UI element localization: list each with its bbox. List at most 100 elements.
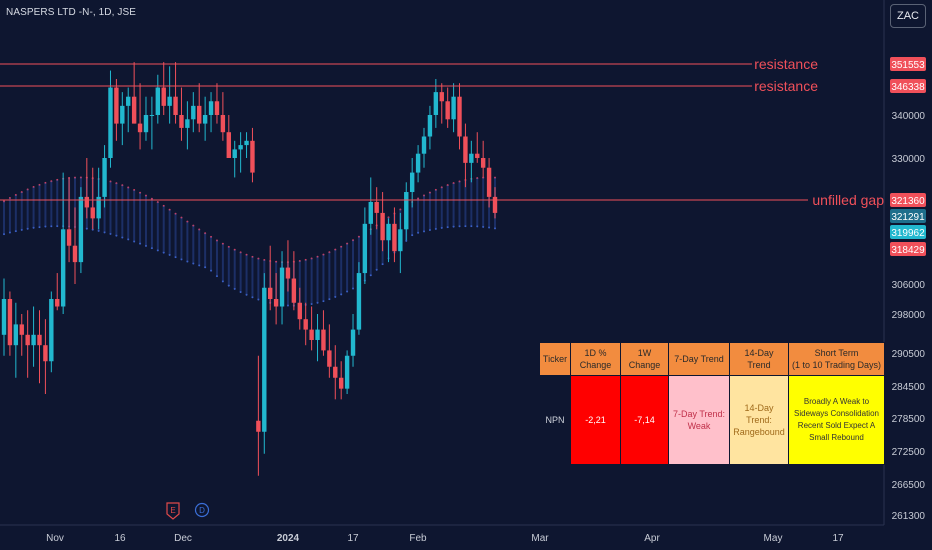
ribbon-dot-lower bbox=[133, 189, 136, 192]
cell-1d-change: -2,21 bbox=[570, 375, 621, 465]
ribbon-dot-upper bbox=[423, 230, 426, 233]
candle-body bbox=[273, 299, 279, 307]
header-7day-trend: 7-Day Trend bbox=[668, 342, 730, 376]
ribbon-dot-upper bbox=[85, 227, 88, 230]
candle-body bbox=[415, 153, 421, 173]
ribbon-dot-lower bbox=[192, 224, 195, 227]
level-label: unfilled gap bbox=[812, 192, 884, 208]
candle-body bbox=[492, 196, 498, 213]
ribbon-dot-upper bbox=[257, 298, 260, 301]
ribbon-dot-lower bbox=[144, 194, 147, 197]
candle-body bbox=[350, 329, 356, 356]
candle-body bbox=[149, 115, 155, 116]
candle-body bbox=[445, 101, 450, 120]
ribbon-dot-upper bbox=[494, 227, 496, 230]
ribbon-dot-upper bbox=[20, 228, 23, 231]
candle-body bbox=[31, 334, 36, 346]
ribbon-dot-upper bbox=[186, 260, 189, 263]
ribbon-dot-lower bbox=[298, 259, 301, 262]
ribbon-dot-lower bbox=[434, 188, 437, 191]
y-tick-label: 272500 bbox=[892, 447, 926, 458]
header-1w-change: 1W Change bbox=[620, 342, 669, 376]
candle-body bbox=[356, 273, 362, 330]
x-tick-label: 2024 bbox=[277, 533, 300, 544]
ribbon-dot-upper bbox=[133, 240, 136, 243]
ribbon-dot-upper bbox=[488, 226, 491, 229]
cell-7day-trend: 7-Day Trend: Weak bbox=[668, 375, 730, 465]
price-tag-label: 318429 bbox=[891, 245, 925, 256]
ribbon-dot-upper bbox=[452, 225, 455, 228]
candle-body bbox=[90, 207, 95, 219]
ribbon-dot-upper bbox=[369, 274, 372, 277]
y-tick-label: 298000 bbox=[892, 310, 926, 321]
candle-body bbox=[463, 136, 468, 163]
ribbon-dot-upper bbox=[346, 290, 349, 293]
ribbon-dot-upper bbox=[56, 225, 59, 228]
ribbon-dot-upper bbox=[316, 301, 319, 304]
ribbon-dot-upper bbox=[233, 287, 236, 290]
ribbon-dot-lower bbox=[227, 245, 230, 248]
ribbon-dot-lower bbox=[204, 232, 207, 235]
ribbon-dot-lower bbox=[310, 257, 313, 260]
ribbon-dot-lower bbox=[44, 181, 47, 184]
candle-body bbox=[285, 267, 291, 279]
ribbon-dot-lower bbox=[8, 197, 11, 200]
price-tag-label: 321291 bbox=[891, 212, 925, 223]
ribbon-dot-upper bbox=[245, 293, 248, 296]
ribbon-dot-upper bbox=[44, 225, 47, 228]
ribbon-dot-lower bbox=[239, 251, 242, 254]
cell-14day-trend: 14-Day Trend: Rangebound bbox=[729, 375, 789, 465]
candle-body bbox=[19, 324, 24, 335]
header-14day-trend: 14-Day Trend bbox=[729, 342, 789, 376]
ribbon-dot-lower bbox=[139, 191, 142, 194]
ribbon-dot-upper bbox=[109, 232, 112, 235]
ribbon-dot-upper bbox=[127, 238, 130, 241]
price-tag-label: 351553 bbox=[891, 60, 925, 71]
candle-body bbox=[126, 96, 131, 106]
ribbon-dot-lower bbox=[340, 245, 343, 248]
ribbon-dot-upper bbox=[144, 244, 147, 247]
ribbon-dot-lower bbox=[198, 228, 201, 231]
ribbon-dot-lower bbox=[56, 178, 59, 181]
price-tag-bg bbox=[890, 79, 926, 93]
candle-body bbox=[197, 105, 202, 124]
candle-body bbox=[49, 299, 54, 362]
y-tick-label: 330000 bbox=[892, 154, 926, 165]
ribbon-dot-lower bbox=[257, 257, 260, 260]
ribbon-dot-lower bbox=[150, 197, 153, 200]
candle-body bbox=[321, 329, 326, 351]
ribbon-dot-lower bbox=[109, 180, 112, 183]
ribbon-dot-lower bbox=[32, 186, 35, 189]
ribbon-dot-lower bbox=[334, 248, 337, 251]
trend-table: Ticker 1D % Change 1W Change 7-Day Trend… bbox=[539, 342, 885, 465]
level-label: resistance bbox=[754, 78, 818, 94]
header-1d-change: 1D % Change bbox=[570, 342, 621, 376]
earnings-marker-icon bbox=[166, 502, 180, 520]
candle-body bbox=[333, 366, 338, 378]
level-label: resistance bbox=[754, 56, 818, 72]
ribbon-dot-upper bbox=[162, 251, 165, 254]
ribbon-dot-lower bbox=[233, 248, 236, 251]
currency-button[interactable]: ZAC bbox=[890, 4, 926, 28]
ribbon-dot-upper bbox=[464, 225, 467, 228]
ribbon-dot-upper bbox=[121, 236, 124, 239]
ribbon-dot-upper bbox=[198, 264, 201, 267]
ribbon-dot-upper bbox=[38, 226, 41, 229]
candle-body bbox=[457, 96, 462, 137]
candle-body bbox=[96, 196, 101, 219]
candle-body bbox=[114, 87, 119, 124]
ribbon-dot-upper bbox=[26, 227, 29, 230]
ribbon-dot-lower bbox=[458, 180, 461, 183]
candle-body bbox=[60, 229, 66, 307]
ribbon-dot-upper bbox=[32, 226, 35, 229]
chart-title: NASPERS LTD -N-, 1D, JSE bbox=[6, 7, 137, 18]
ribbon-dot-upper bbox=[227, 284, 230, 287]
ribbon-dot-lower bbox=[399, 208, 402, 211]
candle-body bbox=[155, 87, 161, 115]
candle-body bbox=[469, 153, 474, 163]
x-tick-label: Mar bbox=[531, 533, 549, 544]
candle-body bbox=[173, 96, 178, 115]
ribbon-dot-upper bbox=[482, 225, 485, 228]
ribbon-dot-upper bbox=[458, 225, 461, 228]
